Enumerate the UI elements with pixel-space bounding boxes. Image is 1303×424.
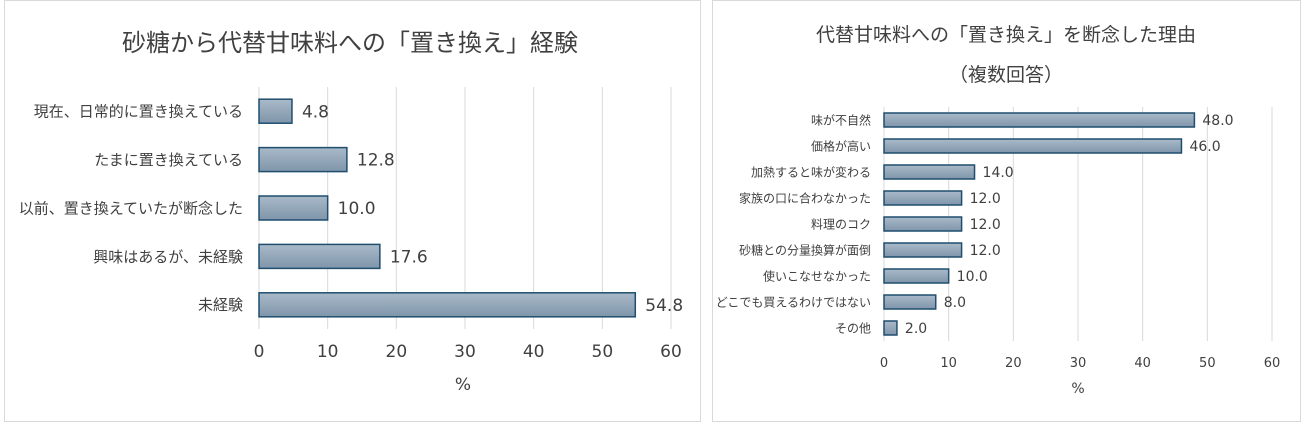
value-label: 10.0 [338, 199, 376, 219]
category-label: 現在、日常的に置き換えている [34, 103, 243, 121]
category-label: 味が不自然 [811, 112, 871, 127]
chart-title: 砂糖から代替甘味料への「置き換え」経験 [122, 29, 578, 57]
category-label: 料理のコク [811, 217, 871, 231]
value-label: 17.6 [390, 248, 428, 268]
x-tick-label: 0 [880, 356, 888, 371]
x-tick-label: 10 [317, 342, 339, 362]
x-tick-labels: 0 10 20 30 40 50 60 [254, 342, 682, 362]
value-label: 54.8 [645, 296, 683, 316]
value-label: 4.8 [302, 102, 329, 122]
category-label: どこでも買えるわけではない [716, 295, 871, 309]
value-label: 2.0 [905, 321, 927, 337]
bar [883, 164, 976, 180]
value-label: 12.0 [970, 191, 1001, 207]
value-label: 48.0 [1202, 113, 1233, 129]
x-tick-label: 10 [940, 356, 957, 371]
gridlines [258, 87, 672, 329]
bars [258, 98, 637, 318]
category-labels: 現在、日常的に置き換えているたまに置き換えている以前、置き換えていたが断念した興… [19, 103, 243, 315]
x-tick-label: 50 [1199, 356, 1216, 371]
bars [883, 112, 1196, 336]
x-tick-label: 40 [523, 342, 545, 362]
category-label: 興味はあるが、未経験 [93, 248, 243, 266]
category-label: 加熱すると味が変わる [751, 164, 871, 179]
bar [258, 243, 381, 270]
value-label: 12.0 [970, 217, 1001, 233]
value-label: 12.8 [357, 151, 395, 171]
bar [883, 190, 963, 206]
chart-replacement-experience: 砂糖から代替甘味料への「置き換え」経験 現在、日常的に置き換えているたまに置き換… [19, 29, 683, 395]
value-labels: 48.0 46.0 14.0 12.0 12.0 12.0 10.0 8.0 2.0 [905, 113, 1234, 337]
chart-subtitle: （複数回答） [949, 64, 1063, 86]
bar [883, 112, 1196, 128]
bar [883, 268, 950, 284]
x-tick-label: 50 [592, 342, 614, 362]
x-axis-label: % [455, 375, 471, 395]
chart-abandon-reasons: 代替甘味料への「置き換え」を断念した理由 （複数回答） 味が不自然価格が高い加熱… [716, 23, 1281, 397]
value-label: 10.0 [957, 269, 988, 285]
category-label: 以前、置き換えていたが断念した [19, 199, 243, 217]
bar [883, 138, 1183, 154]
bar [258, 195, 329, 221]
category-label: 砂糖との分量換算が面倒 [739, 242, 871, 257]
x-tick-label: 20 [386, 342, 408, 362]
chart-panel-abandon-reasons: 代替甘味料への「置き換え」を断念した理由 （複数回答） 味が不自然価格が高い加熱… [712, 0, 1301, 422]
x-tick-label: 30 [454, 342, 476, 362]
x-tick-label: 40 [1134, 356, 1151, 371]
x-tick-label: 20 [1005, 356, 1022, 371]
bar [883, 242, 963, 258]
x-axis-label: % [1071, 381, 1084, 397]
category-label: 価格が高い [811, 138, 871, 153]
chart-title: 代替甘味料への「置き換え」を断念した理由 [816, 23, 1196, 46]
category-label: 家族の口に合わなかった [739, 190, 871, 205]
value-label: 14.0 [983, 165, 1014, 181]
value-label: 46.0 [1189, 139, 1220, 155]
x-tick-label: 30 [1070, 356, 1087, 371]
category-label: 使いこなせなかった [763, 268, 871, 283]
bar [883, 294, 937, 310]
category-labels: 味が不自然価格が高い加熱すると味が変わる家族の口に合わなかった料理のコク砂糖との… [716, 112, 871, 335]
bar [258, 146, 348, 173]
x-tick-label: 60 [660, 342, 682, 362]
x-tick-label: 60 [1264, 356, 1281, 371]
chart-panel-replacement-experience: 砂糖から代替甘味料への「置き換え」経験 現在、日常的に置き換えているたまに置き換… [4, 0, 701, 422]
category-label: たまに置き換えている [94, 151, 243, 169]
bar [258, 98, 293, 124]
x-tick-label: 0 [254, 342, 265, 362]
value-label: 12.0 [970, 243, 1001, 259]
value-labels: 4.8 12.8 10.0 17.6 54.8 [302, 102, 683, 316]
bar [883, 320, 898, 336]
bar [258, 292, 637, 318]
value-label: 8.0 [944, 295, 966, 311]
x-tick-labels: 0 10 20 30 40 50 60 [880, 356, 1280, 371]
category-label: その他 [835, 321, 871, 335]
category-label: 未経験 [198, 296, 243, 314]
bar [883, 216, 963, 232]
